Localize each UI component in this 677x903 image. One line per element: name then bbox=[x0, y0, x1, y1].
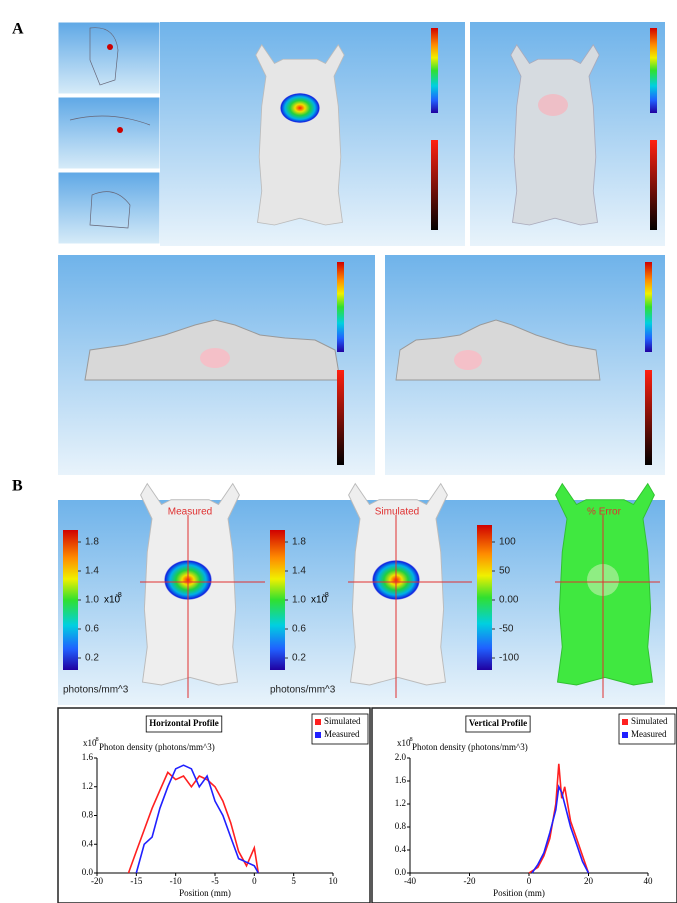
colorbar-label: 1.4 bbox=[85, 566, 99, 577]
chart-title: Vertical Profile bbox=[469, 718, 527, 728]
colorbar-label: 1.8 bbox=[292, 537, 306, 548]
view-title: Measured bbox=[168, 507, 212, 518]
panel-label: A bbox=[12, 21, 24, 38]
colorbar-label: 1.4 bbox=[292, 566, 306, 577]
legend-label: Simulated bbox=[631, 716, 668, 726]
page: { "panel_labels": ["A", "B"], "panel_b":… bbox=[0, 0, 677, 903]
x-tick-label: -20 bbox=[464, 876, 476, 886]
x-tick-label: -20 bbox=[91, 876, 103, 886]
view-title: Simulated bbox=[375, 507, 419, 518]
organ bbox=[454, 350, 482, 370]
colorbar-label: 0.2 bbox=[292, 653, 306, 664]
colorbar bbox=[477, 525, 492, 670]
colorbar bbox=[650, 28, 657, 113]
y-tick-label: 1.6 bbox=[82, 752, 94, 762]
scale-exponent: -8 bbox=[407, 736, 412, 743]
spot bbox=[107, 44, 113, 50]
colorbar-label: -100 bbox=[499, 653, 519, 664]
chart-title: Horizontal Profile bbox=[149, 718, 219, 728]
colorbar-label: 1.0 bbox=[292, 595, 306, 606]
view-title: % Error bbox=[587, 507, 622, 518]
heat-spot bbox=[280, 93, 320, 123]
panel-b: Measured Simulated % Error bbox=[58, 484, 665, 705]
x-tick-label: -15 bbox=[130, 876, 142, 886]
legend-swatch bbox=[315, 732, 321, 738]
colorbar-label: -50 bbox=[499, 624, 514, 635]
mouse-model bbox=[256, 45, 344, 225]
spot bbox=[117, 127, 123, 133]
x-tick-label: -40 bbox=[404, 876, 416, 886]
colorbar bbox=[431, 140, 438, 230]
colorbar-unit: photons/mm^3 bbox=[270, 685, 336, 696]
panel-a-row-2 bbox=[58, 255, 665, 475]
y-tick-label: 0.8 bbox=[395, 821, 407, 831]
y-tick-label: 0.4 bbox=[82, 838, 94, 848]
view bbox=[58, 22, 160, 94]
x-axis-label: Position (mm) bbox=[493, 888, 545, 898]
panel-a bbox=[58, 22, 665, 246]
x-tick-label: 0 bbox=[252, 876, 257, 886]
x-tick-label: 10 bbox=[329, 876, 339, 886]
colorbar-label: 100 bbox=[499, 537, 516, 548]
organ bbox=[538, 94, 568, 116]
scale-exponent: -8 bbox=[323, 592, 329, 599]
organ bbox=[200, 348, 230, 368]
legend-label: Measured bbox=[324, 729, 360, 739]
x-tick-label: -5 bbox=[211, 876, 219, 886]
y-tick-label: 2.0 bbox=[395, 752, 407, 762]
y-axis-label: Photon density (photons/mm^3) bbox=[412, 742, 528, 752]
colorbar-label: 50 bbox=[499, 566, 511, 577]
x-tick-label: 0 bbox=[527, 876, 532, 886]
figure: A B bbox=[0, 0, 677, 903]
y-tick-label: 0.0 bbox=[82, 867, 94, 877]
x-tick-label: 40 bbox=[644, 876, 654, 886]
colorbar-unit: photons/mm^3 bbox=[63, 685, 129, 696]
legend-label: Simulated bbox=[324, 716, 361, 726]
colorbar-label: 0.6 bbox=[292, 624, 306, 635]
colorbar bbox=[63, 530, 78, 670]
colorbar-label: 0.6 bbox=[85, 624, 99, 635]
scale-exponent: -8 bbox=[93, 736, 98, 743]
colorbar-label: 0.00 bbox=[499, 595, 519, 606]
view bbox=[58, 172, 160, 244]
x-axis-label: Position (mm) bbox=[179, 888, 231, 898]
legend-label: Measured bbox=[631, 729, 667, 739]
colorbar bbox=[337, 262, 344, 352]
y-tick-label: 1.2 bbox=[395, 798, 406, 808]
colorbar bbox=[270, 530, 285, 670]
y-tick-label: 0.8 bbox=[82, 810, 94, 820]
colorbar bbox=[337, 370, 344, 465]
scale-exponent: -8 bbox=[116, 592, 122, 599]
y-tick-label: 0.4 bbox=[395, 844, 407, 854]
mouse-model bbox=[511, 45, 599, 225]
legend-swatch bbox=[622, 732, 628, 738]
panel-label: B bbox=[12, 478, 23, 495]
colorbar bbox=[645, 262, 652, 352]
legend-swatch bbox=[622, 719, 628, 725]
view bbox=[58, 97, 160, 169]
colorbar bbox=[645, 370, 652, 465]
y-tick-label: 0.0 bbox=[395, 867, 407, 877]
x-tick-label: 5 bbox=[291, 876, 296, 886]
legend-swatch bbox=[315, 719, 321, 725]
x-tick-label: 20 bbox=[584, 876, 594, 886]
y-axis-label: Photon density (photons/mm^3) bbox=[99, 742, 215, 752]
y-tick-label: 1.2 bbox=[82, 781, 93, 791]
colorbar-label: 1.0 bbox=[85, 595, 99, 606]
y-tick-label: 1.6 bbox=[395, 775, 407, 785]
colorbar-label: 0.2 bbox=[85, 653, 99, 664]
colorbar-label: 1.8 bbox=[85, 537, 99, 548]
colorbar bbox=[650, 140, 657, 230]
colorbar bbox=[431, 28, 438, 113]
x-tick-label: -10 bbox=[170, 876, 182, 886]
